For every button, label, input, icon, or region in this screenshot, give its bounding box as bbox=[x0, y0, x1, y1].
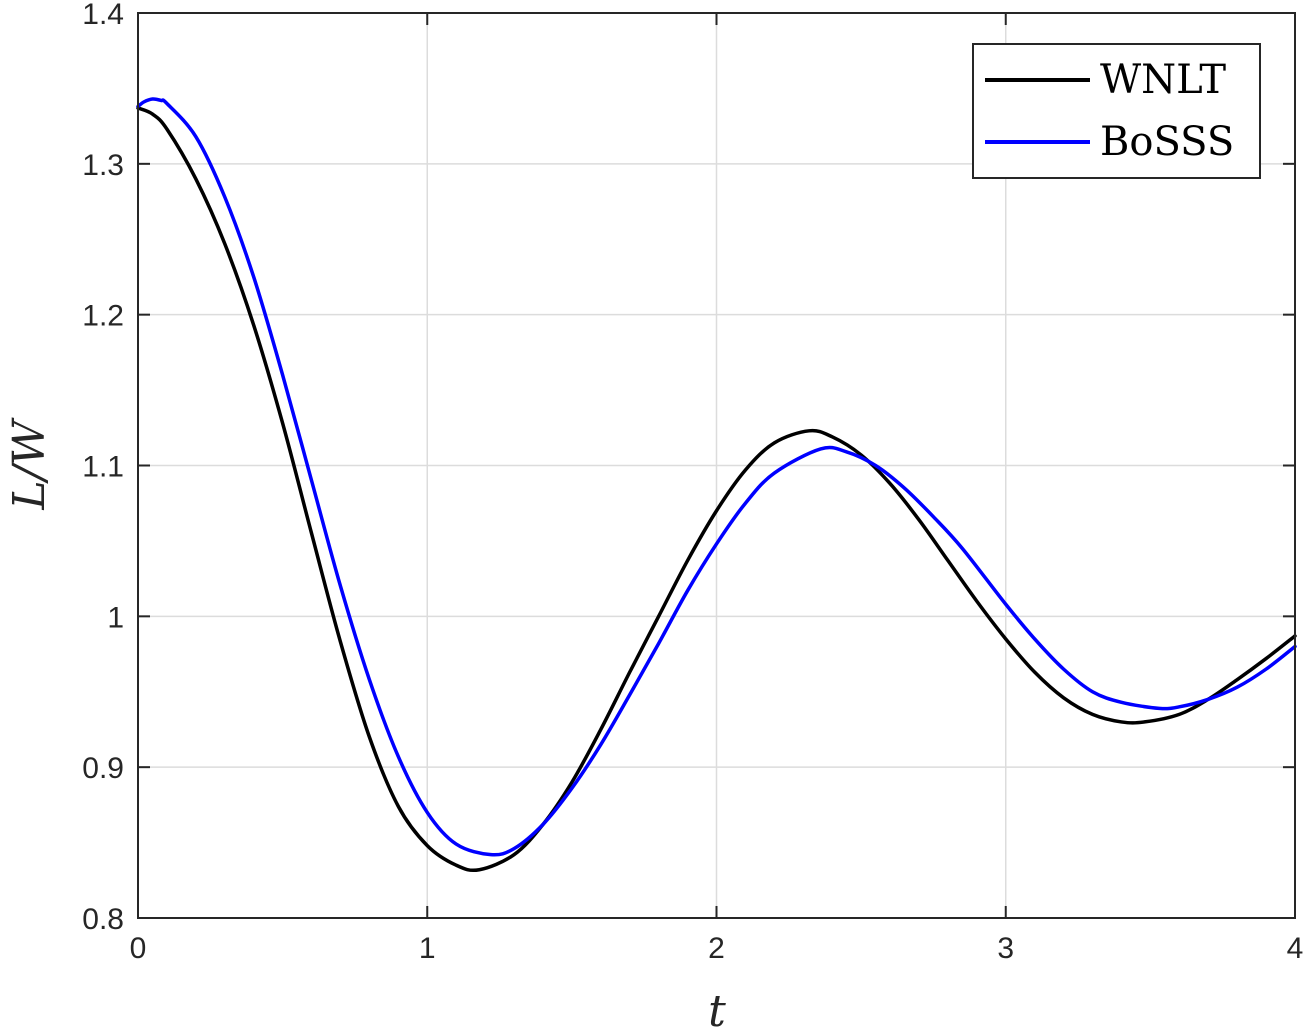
tick-labels: 0 1 2 3 4 0.8 0.9 1 1.1 1.2 1.3 1.4 bbox=[82, 0, 1303, 965]
axis-ticks bbox=[137, 12, 1296, 919]
legend-box bbox=[972, 43, 1261, 179]
y-tick-label: 1.1 bbox=[82, 451, 124, 484]
y-tick-label: 1.4 bbox=[82, 0, 124, 31]
legend-label-bosss: BoSSS bbox=[1100, 119, 1234, 165]
y-axis-label: L/W bbox=[4, 417, 55, 511]
x-tick-label: 2 bbox=[708, 932, 725, 965]
y-tick-label: 1 bbox=[107, 601, 124, 634]
series-line-wnlt bbox=[136, 106, 1297, 873]
x-tick-label: 1 bbox=[419, 932, 436, 965]
legend-label-wnlt: WNLT bbox=[1100, 57, 1226, 103]
x-tick-label: 4 bbox=[1287, 932, 1304, 965]
x-tick-label: 0 bbox=[130, 932, 147, 965]
y-tick-label: 0.9 bbox=[82, 752, 124, 785]
y-tick-label: 1.3 bbox=[82, 149, 124, 182]
x-tick-label: 3 bbox=[997, 932, 1014, 965]
legend: WNLT BoSSS bbox=[972, 43, 1261, 179]
series-line-bosss bbox=[136, 97, 1297, 857]
y-tick-label: 1.2 bbox=[82, 300, 124, 333]
series-layer bbox=[136, 97, 1297, 873]
x-axis-label: t bbox=[708, 986, 726, 1029]
y-tick-label: 0.8 bbox=[82, 903, 124, 936]
